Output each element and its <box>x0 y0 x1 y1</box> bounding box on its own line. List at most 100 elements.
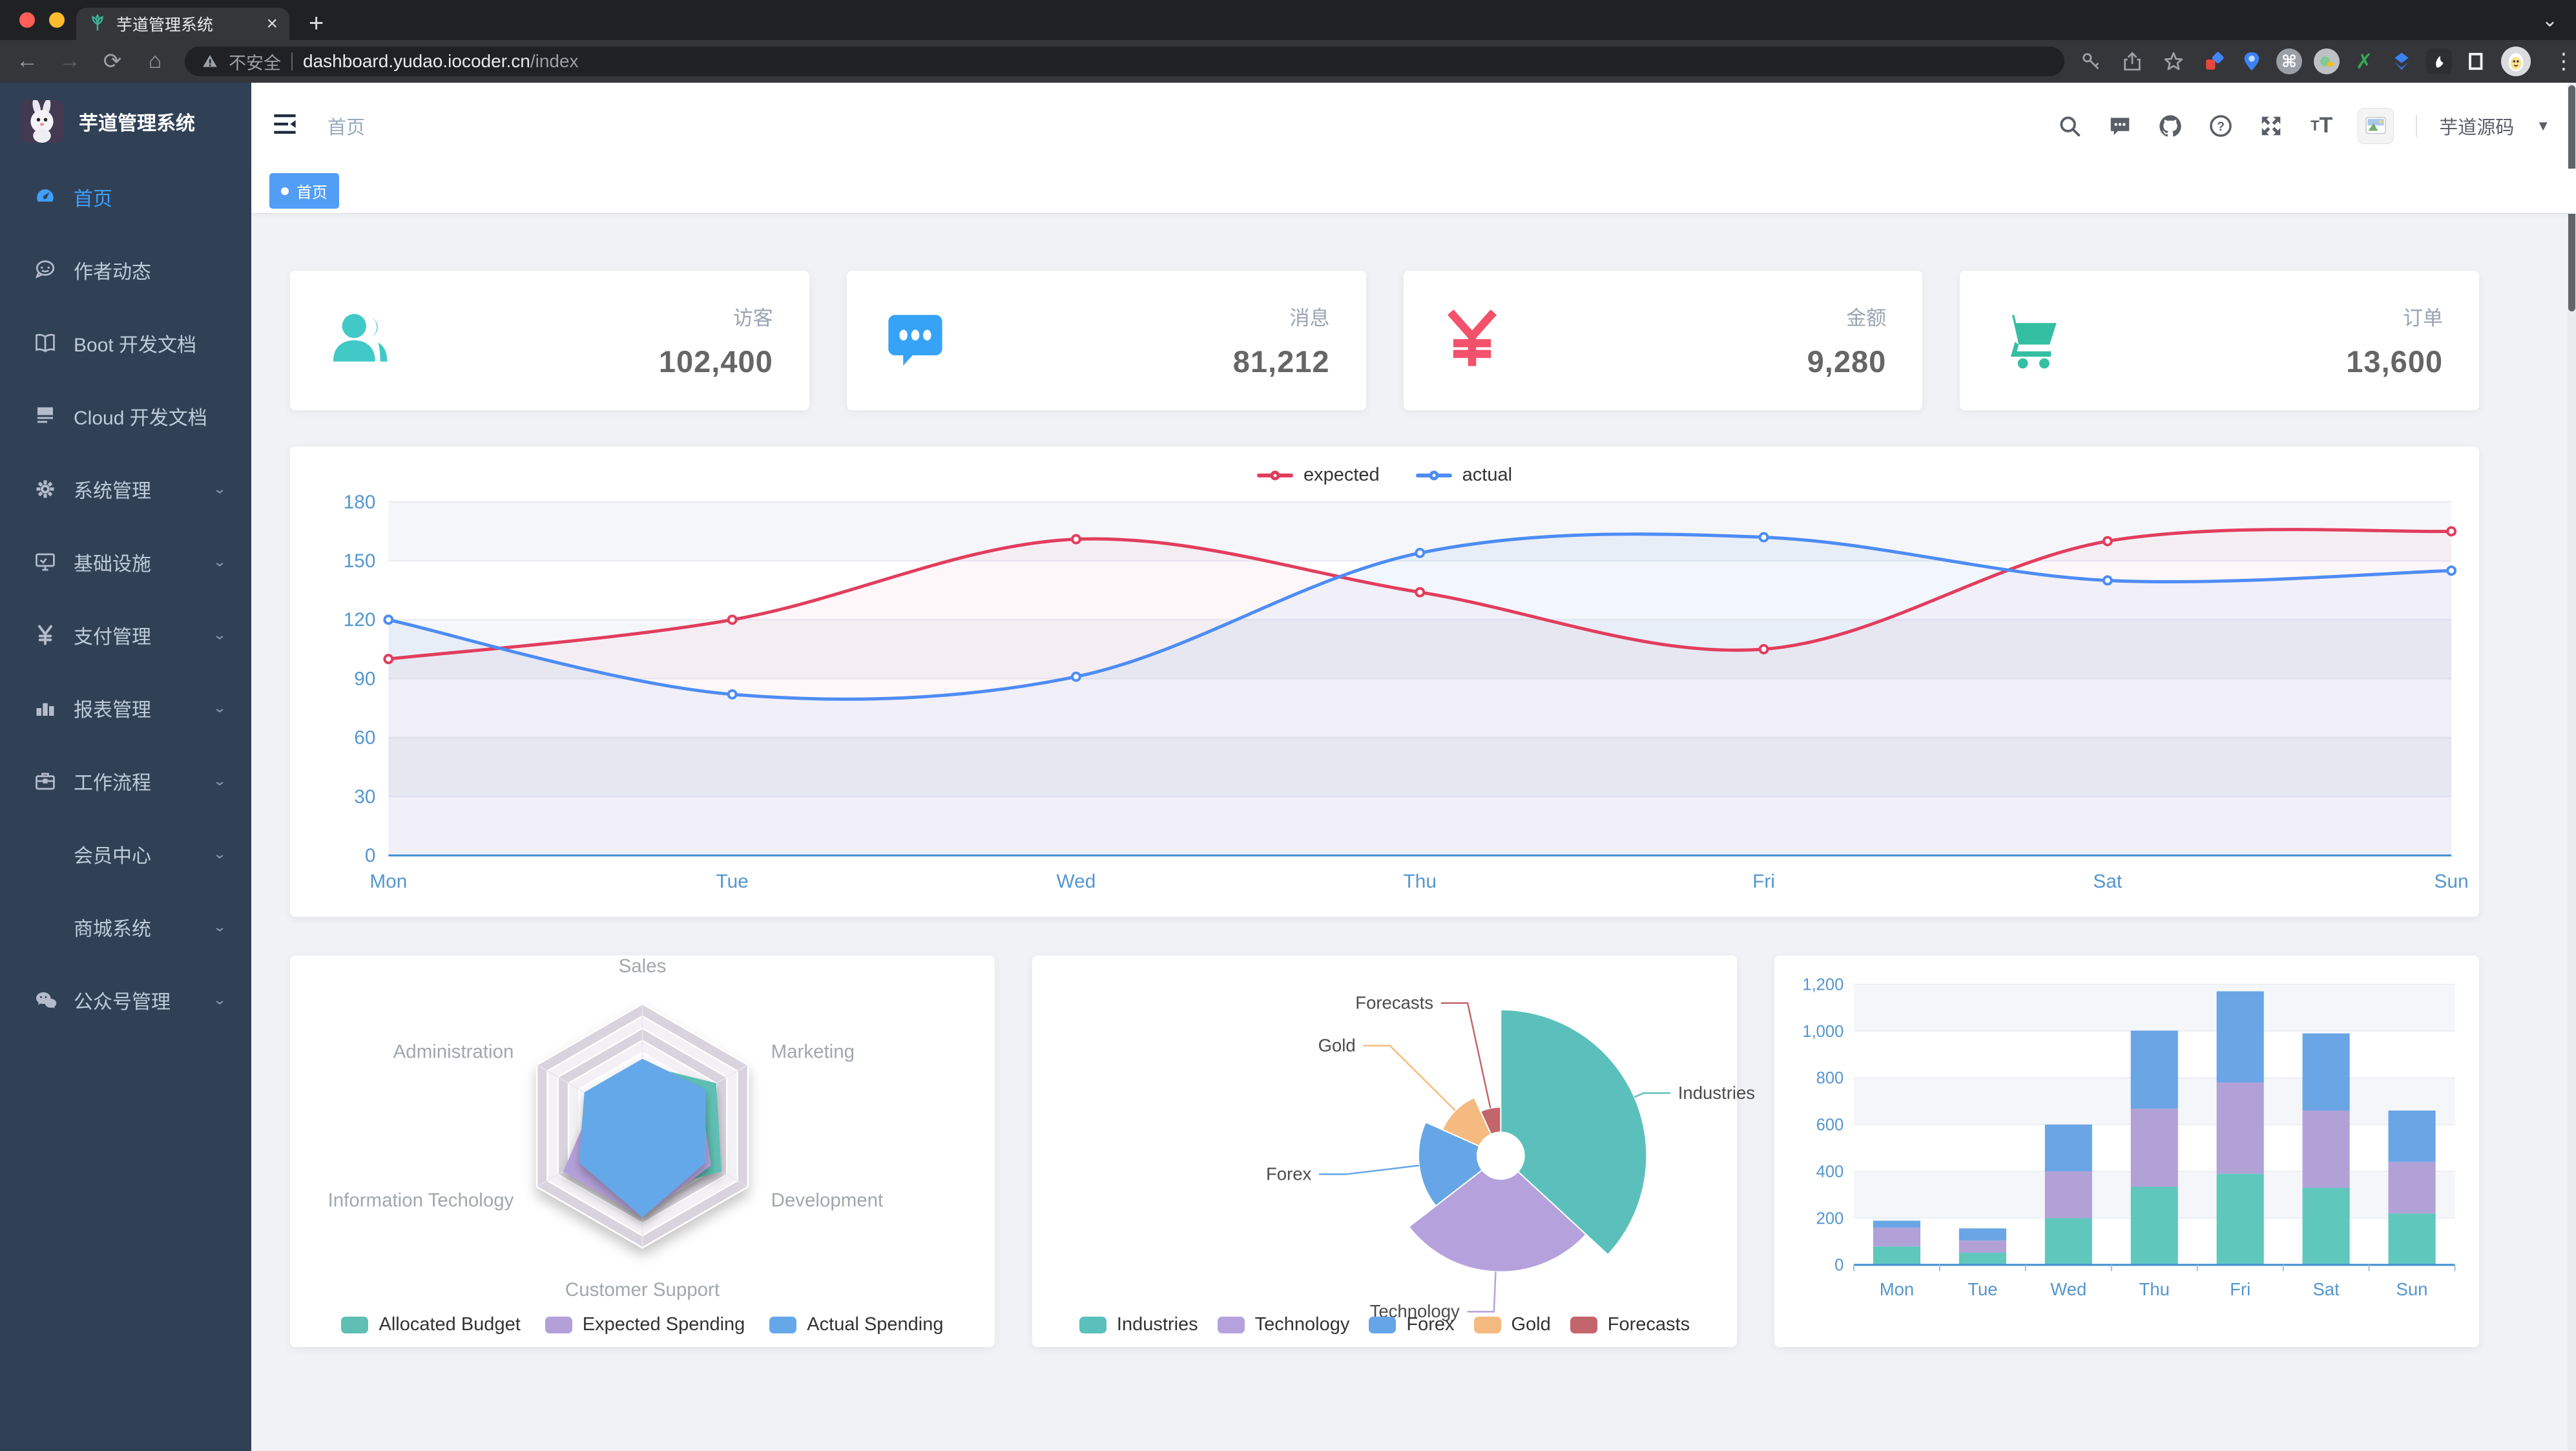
legend-industries[interactable]: Industries <box>1079 1314 1198 1335</box>
legend-actual-spending[interactable]: Actual Spending <box>769 1314 944 1335</box>
legend-forex[interactable]: Forex <box>1369 1314 1455 1335</box>
sidebar-item-8[interactable]: 报表管理 ⌄ <box>0 671 251 744</box>
svg-text:Administration: Administration <box>393 1041 514 1062</box>
back-icon[interactable]: ← <box>16 48 38 73</box>
svg-text:?: ? <box>2217 120 2225 134</box>
sidebar-item-4[interactable]: Cloud 开发文档 <box>0 379 251 452</box>
sidebar-item-label: 会员中心 <box>74 845 151 867</box>
tab-search-chevron-icon[interactable]: ⌄ <box>2541 10 2558 31</box>
browser-tab[interactable]: 芋道管理系统 × <box>76 8 289 40</box>
sidebar-item-6[interactable]: 基础设施 ⌄ <box>0 525 251 598</box>
new-tab-button[interactable]: + <box>309 9 324 37</box>
share-icon[interactable] <box>2121 50 2143 72</box>
svg-text:1,200: 1,200 <box>1802 976 1844 994</box>
sidebar-item-11[interactable]: 商城系统 ⌄ <box>0 890 251 963</box>
dark-extension-icon[interactable] <box>2426 48 2452 74</box>
github-icon[interactable] <box>2156 112 2185 140</box>
svg-text:Sales: Sales <box>619 955 667 977</box>
reload-icon[interactable]: ⟳ <box>103 49 122 74</box>
stat-card-3[interactable]: 金额 9,280 <box>1403 271 1923 410</box>
green-circle-extension-icon[interactable] <box>2314 48 2340 74</box>
sidebar-item-12[interactable]: 公众号管理 ⌄ <box>0 963 251 1036</box>
security-label[interactable]: 不安全 <box>229 53 281 73</box>
frame-extension-icon[interactable] <box>2464 48 2489 74</box>
stat-label: 访客 <box>732 307 773 329</box>
help-icon[interactable]: ? <box>2207 112 2235 140</box>
profile-avatar[interactable] <box>2501 47 2531 76</box>
sidebar-item-9[interactable]: 工作流程 ⌄ <box>0 744 251 817</box>
stat-value: 81,212 <box>1232 344 1330 379</box>
sidebar-item-1[interactable]: 首页 <box>0 160 251 233</box>
legend-allocated-budget[interactable]: Allocated Budget <box>341 1314 521 1335</box>
user-name[interactable]: 芋道源码 <box>2439 117 2515 138</box>
barchart-icon <box>34 695 62 721</box>
green-x-extension-icon[interactable]: ✗ <box>2355 50 2373 73</box>
svg-text:Marketing: Marketing <box>771 1041 855 1062</box>
sidebar-item-5[interactable]: 系统管理 ⌄ <box>0 452 251 525</box>
svg-text:Customer Support: Customer Support <box>565 1279 720 1300</box>
app-title: 芋道管理系统 <box>79 113 195 134</box>
tab-favicon-leaf-icon <box>88 13 107 36</box>
url-text[interactable]: dashboard.yudao.iocoder.cn/index <box>303 51 579 71</box>
stat-label: 金额 <box>1846 307 1887 329</box>
sidebar-logo[interactable]: 芋道管理系统 <box>0 83 251 160</box>
command-extension-icon[interactable]: ⌘ <box>2276 48 2302 74</box>
search-icon[interactable] <box>2055 112 2084 140</box>
hamburger-icon[interactable] <box>272 113 298 138</box>
blue-pin-extension-icon[interactable] <box>2239 48 2265 74</box>
chevron-down-icon: ⌄ <box>213 846 227 862</box>
svg-text:Sat: Sat <box>2312 1279 2340 1299</box>
fullscreen-icon[interactable] <box>2257 112 2285 140</box>
svg-text:200: 200 <box>1816 1209 1844 1227</box>
address-bar[interactable]: 不安全 dashboard.yudao.iocoder.cn/index <box>185 47 2064 76</box>
stat-label: 消息 <box>1289 307 1330 329</box>
legend-technology[interactable]: Technology <box>1217 1314 1349 1335</box>
sidebar-item-7[interactable]: 支付管理 ⌄ <box>0 598 251 671</box>
user-dropdown-caret-icon[interactable]: ▼ <box>2536 117 2550 134</box>
svg-text:30: 30 <box>354 786 375 808</box>
stat-card-4[interactable]: 订单 13,600 <box>1960 271 2479 410</box>
technology-swatch-icon <box>1217 1316 1245 1333</box>
sidebar-item-10[interactable]: 会员中心 ⌄ <box>0 817 251 890</box>
sidebar-item-label: 作者动态 <box>74 261 151 283</box>
svg-text:0: 0 <box>1834 1256 1844 1274</box>
forward-icon[interactable]: → <box>59 48 81 73</box>
legend-forecasts[interactable]: Forecasts <box>1570 1314 1690 1335</box>
close-window-icon <box>19 12 35 28</box>
tag-home[interactable]: 首页 <box>269 173 339 209</box>
svg-text:Forex: Forex <box>1266 1164 1312 1184</box>
legend-expected-spending[interactable]: Expected Spending <box>545 1314 745 1335</box>
blue-stack-extension-icon[interactable] <box>2389 48 2415 74</box>
page-scrollbar <box>2568 83 2576 1451</box>
no-icon <box>34 841 62 867</box>
svg-text:Mon: Mon <box>1880 1279 1915 1299</box>
sidebar-item-3[interactable]: Boot 开发文档 <box>0 306 251 379</box>
bookmark-star-icon[interactable] <box>2163 50 2185 72</box>
svg-text:Forecasts: Forecasts <box>1355 992 1433 1012</box>
wechat-icon <box>34 987 62 1013</box>
svg-text:Tue: Tue <box>1968 1279 1997 1299</box>
home-icon[interactable]: ⌂ <box>148 48 162 73</box>
browser-menu-dots-icon[interactable]: ⋮ <box>2553 49 2576 74</box>
red-blue-extension-icon[interactable] <box>2201 48 2227 74</box>
stat-card-1[interactable]: 访客 102,400 <box>290 271 809 410</box>
legend-expected[interactable]: expected <box>1256 465 1380 486</box>
dashboard-icon <box>34 184 62 210</box>
passwords-key-icon[interactable] <box>2080 50 2102 72</box>
industries-swatch-icon <box>1079 1316 1106 1333</box>
breadcrumb[interactable]: 首页 <box>327 117 366 138</box>
legend-gold[interactable]: Gold <box>1473 1314 1551 1335</box>
sidebar-item-2[interactable]: 作者动态 <box>0 233 251 306</box>
line-chart: 0 30 60 90 120 150 180 Mon Tue Wed Thu Fri Sat Sun <box>344 492 2467 892</box>
tab-close-icon[interactable]: × <box>266 13 278 34</box>
user-avatar[interactable] <box>2358 107 2394 144</box>
legend-actual[interactable]: actual <box>1415 465 1512 486</box>
svg-text:1,000: 1,000 <box>1802 1022 1844 1040</box>
chevron-down-icon: ⌄ <box>213 773 227 789</box>
svg-text:90: 90 <box>354 668 375 689</box>
stat-card-2[interactable]: 消息 81,212 <box>846 271 1366 410</box>
message-icon[interactable] <box>2106 112 2134 140</box>
stacked-bar-chart: 0 200 400 600 800 1,000 1,200 Mon Tue Wed Thu Fri Sa… <box>1802 976 2456 1299</box>
